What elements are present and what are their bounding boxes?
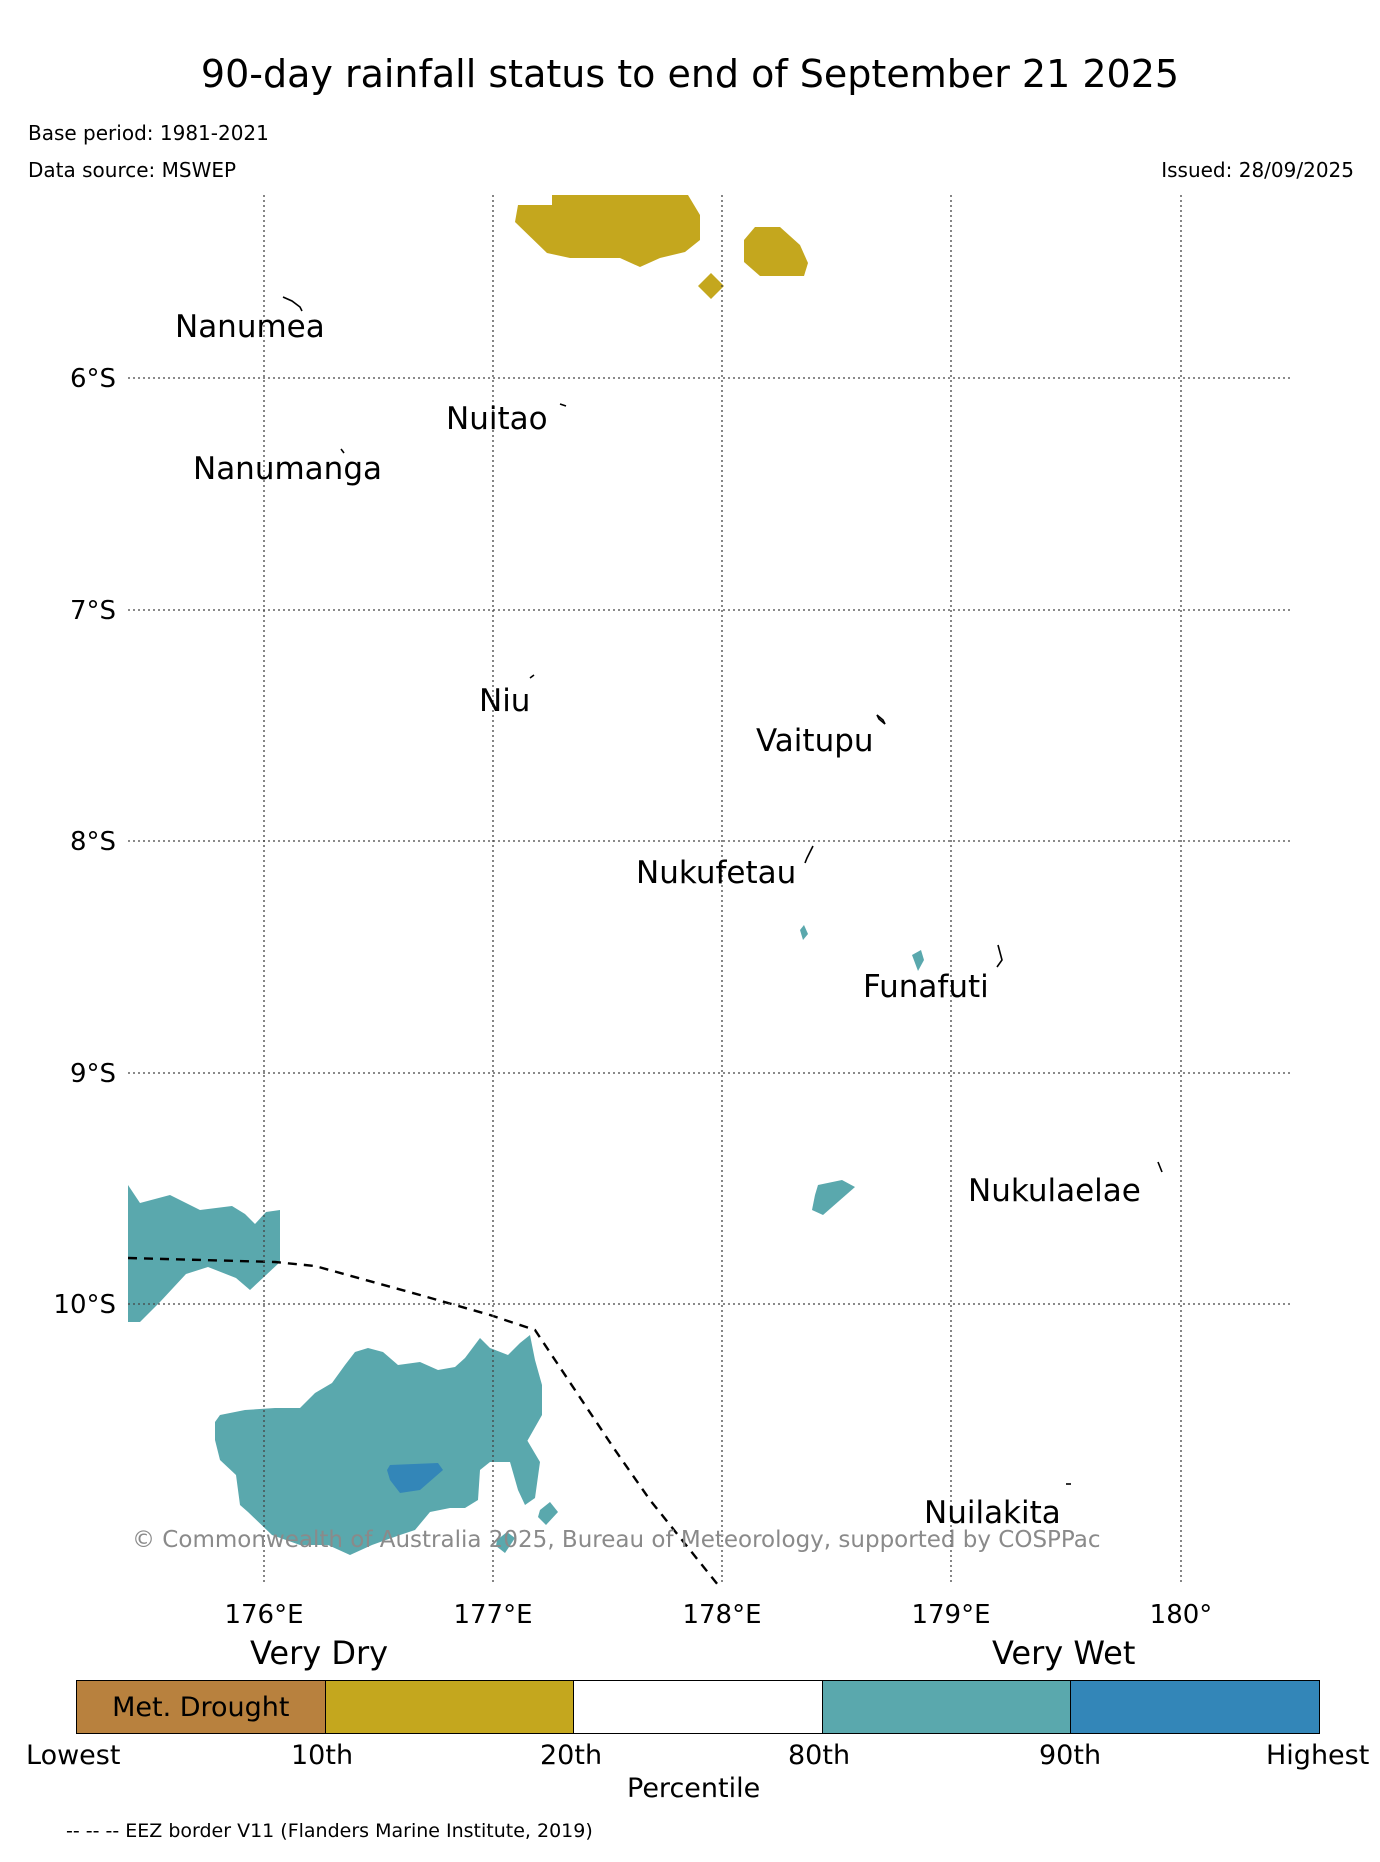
wet-region <box>128 1185 280 1322</box>
island-label-vaitupu: Vaitupu <box>756 723 874 759</box>
colorbar-segment-drought: Met. Drought <box>77 1681 326 1733</box>
colorbar-tick-90th: 90th <box>1039 1740 1102 1771</box>
colorbar-segment-normal <box>574 1681 823 1733</box>
island-nanumea-outline <box>282 296 303 312</box>
island-label-nuilakita: Nuilakita <box>924 1495 1061 1531</box>
wet-region <box>496 1532 515 1553</box>
colorbar-tick-80th: 80th <box>788 1740 851 1771</box>
lon-tick-label: 179°E <box>911 1600 990 1630</box>
eez-border <box>128 1256 719 1585</box>
island-nukulaelae-outline <box>1157 1161 1163 1173</box>
colorbar-segment-dry <box>325 1681 575 1733</box>
eez-note: -- -- -- EEZ border V11 (Flanders Marine… <box>66 1820 593 1842</box>
legend-very-dry: Very Dry <box>250 1634 389 1672</box>
very-wet-region <box>387 1463 443 1493</box>
island-outlines <box>282 296 1163 1485</box>
issued-date: Issued: 28/09/2025 <box>1161 158 1354 182</box>
colorbar-axis-label: Percentile <box>627 1773 761 1804</box>
lat-tick-label: 9°S <box>70 1059 116 1089</box>
legend-very-wet: Very Wet <box>992 1634 1136 1672</box>
wet-region <box>215 1335 542 1555</box>
dry-region <box>744 227 808 276</box>
map-area <box>128 195 1163 1585</box>
dry-region <box>698 273 724 299</box>
island-nukufetau-outline <box>804 845 814 864</box>
wet-region <box>912 950 924 971</box>
lat-tick-label: 7°S <box>70 596 116 626</box>
island-label-nukufetau: Nukufetau <box>636 855 796 891</box>
lon-tick-label: 180° <box>1150 1600 1213 1630</box>
colorbar-tick-highest: Highest <box>1266 1740 1370 1771</box>
copyright-notice: © Commonwealth of Australia 2025, Bureau… <box>132 1527 1101 1553</box>
island-niu-outline <box>529 674 535 679</box>
island-vaitupu-outline <box>876 714 886 725</box>
lat-tick-label: 10°S <box>53 1290 116 1320</box>
island-label-nanumanga: Nanumanga <box>193 451 382 487</box>
wet-region <box>812 1180 855 1215</box>
lon-tick-label: 178°E <box>682 1600 761 1630</box>
island-label-nanumea: Nanumea <box>175 309 325 345</box>
lon-tick-label: 176°E <box>224 1600 303 1630</box>
island-label-funafuti: Funafuti <box>863 969 989 1005</box>
colorbar-segment-very-wet <box>1071 1681 1319 1733</box>
island-nanumanga-outline <box>340 448 345 454</box>
island-label-niu: Niu <box>479 683 530 719</box>
lat-tick-label: 6°S <box>70 364 116 394</box>
lon-tick-label: 177°E <box>453 1600 532 1630</box>
colorbar-tick-20th: 20th <box>540 1740 603 1771</box>
dry-region <box>515 195 700 267</box>
wet-region <box>800 925 808 940</box>
island-funafuti-outline <box>996 944 1003 968</box>
base-period: Base period: 1981-2021 <box>28 121 269 145</box>
colorbar-tick-10th: 10th <box>291 1740 354 1771</box>
map-title: 90-day rainfall status to end of Septemb… <box>200 52 1180 96</box>
lat-tick-label: 8°S <box>70 827 116 857</box>
colorbar-tick-lowest: Lowest <box>26 1740 121 1771</box>
colorbar: Met. Drought <box>76 1680 1320 1734</box>
island-label-nukulaelae: Nukulaelae <box>968 1173 1141 1209</box>
graticule <box>128 195 1293 1585</box>
colorbar-segment-wet <box>822 1681 1072 1733</box>
wet-region <box>538 1502 558 1525</box>
island-label-nuitao: Nuitao <box>446 401 548 437</box>
data-source: Data source: MSWEP <box>28 158 237 182</box>
island-nuitao-outline <box>559 403 567 407</box>
